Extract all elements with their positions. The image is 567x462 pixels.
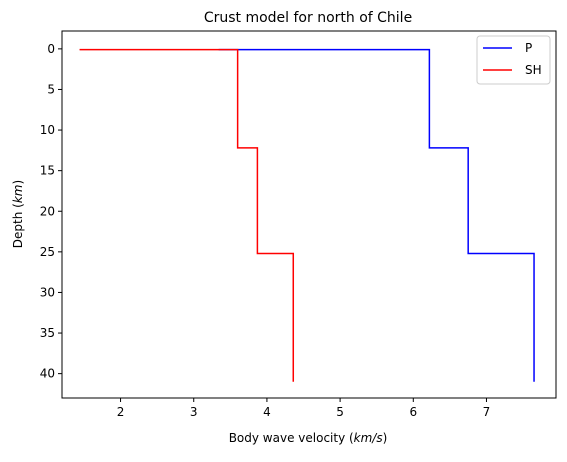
x-tick-label: 5 bbox=[336, 405, 344, 419]
x-tick-label: 6 bbox=[409, 405, 417, 419]
y-tick-label: 10 bbox=[40, 123, 55, 137]
series-line-p bbox=[218, 48, 535, 382]
x-axis: 2 3 4 5 6 7 bbox=[117, 398, 491, 419]
y-tick-label: 40 bbox=[40, 367, 55, 381]
y-tick-label: 25 bbox=[40, 245, 55, 259]
plot-frame bbox=[61, 30, 557, 399]
legend: P SH bbox=[476, 35, 551, 85]
y-tick-label: 20 bbox=[40, 204, 55, 218]
chart-title: Crust model for north of Chile bbox=[204, 10, 412, 26]
legend-label-p: P bbox=[525, 41, 532, 55]
x-tick-label: 4 bbox=[263, 405, 271, 419]
plot-area bbox=[79, 48, 535, 382]
y-tick-label: 0 bbox=[47, 42, 55, 56]
x-tick-label: 7 bbox=[483, 405, 491, 419]
legend-label-sh: SH bbox=[525, 63, 542, 77]
y-tick-label: 30 bbox=[40, 285, 55, 299]
series-line-sh bbox=[79, 48, 295, 382]
x-axis-label: Body wave velocity (km/s) bbox=[229, 431, 388, 445]
x-tick-label: 3 bbox=[190, 405, 198, 419]
x-tick-label: 2 bbox=[117, 405, 125, 419]
y-tick-label: 5 bbox=[47, 82, 55, 96]
y-axis: 0 5 10 15 20 25 30 35 40 bbox=[40, 42, 62, 381]
y-tick-label: 15 bbox=[40, 164, 55, 178]
y-axis-label: Depth (km) bbox=[11, 180, 25, 248]
y-tick-label: 35 bbox=[40, 326, 55, 340]
